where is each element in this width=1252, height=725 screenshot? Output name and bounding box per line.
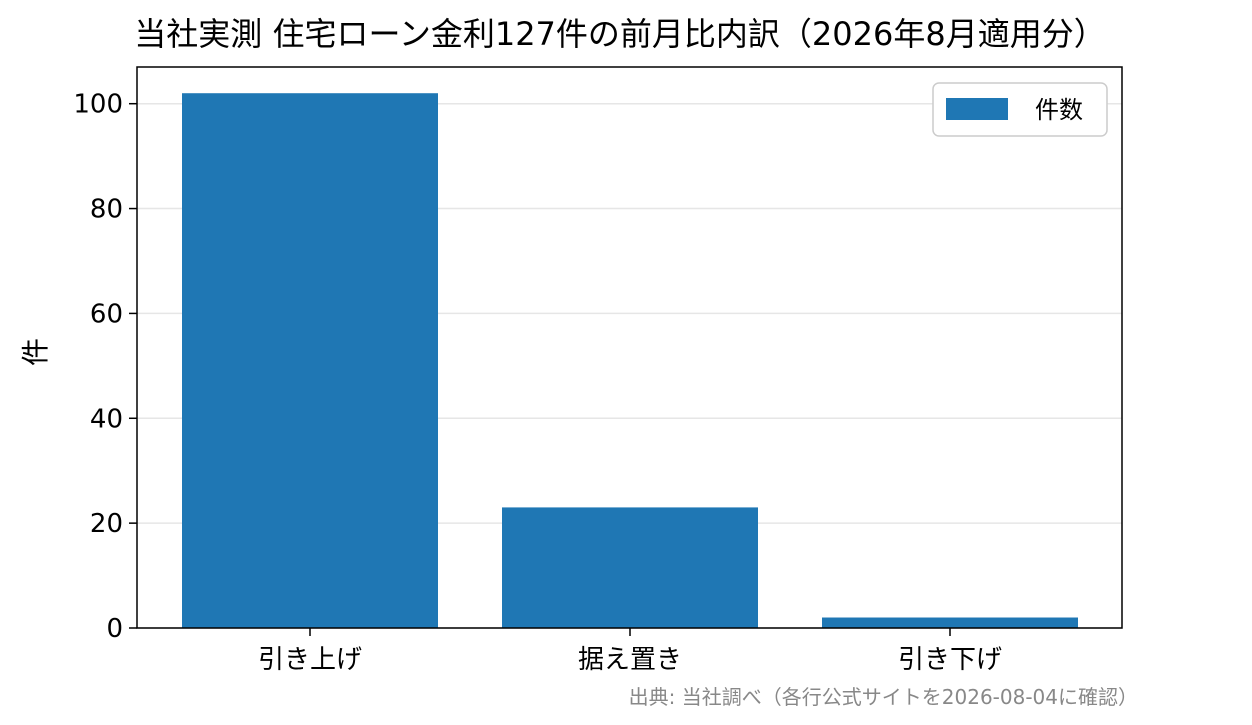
legend-box: [932, 82, 1108, 137]
legend-label: 件数: [1035, 96, 1083, 124]
y-tick-label: 0: [106, 614, 123, 644]
legend-swatch: [946, 98, 1008, 120]
bars: [182, 93, 1078, 628]
x-tick-label: 据え置き: [578, 645, 682, 675]
bar-2: [502, 507, 758, 628]
legend: 件数: [932, 82, 1108, 137]
y-axis-label: 件: [19, 338, 52, 366]
chart-title: 当社実測 住宅ローン金利127件の前月比内訳（2026年8月適用分）: [134, 15, 1105, 53]
y-tick-label: 80: [90, 195, 123, 225]
x-axis-ticks: 引き上げ 据え置き 引き下げ: [258, 628, 1002, 675]
x-tick-label: 引き上げ: [258, 645, 362, 675]
y-tick-label: 40: [90, 404, 123, 434]
y-tick-label: 20: [90, 509, 123, 539]
bar-3: [822, 617, 1078, 628]
bar-1: [182, 93, 438, 628]
y-tick-label: 60: [90, 299, 123, 329]
x-tick-label: 引き下げ: [898, 645, 1002, 675]
y-axis-ticks: 0 20 40 60 80 100: [73, 90, 137, 644]
y-tick-label: 100: [73, 90, 123, 120]
source-note: 出典: 当社調べ（各行公式サイトを2026-08-04に確認）: [629, 685, 1138, 709]
